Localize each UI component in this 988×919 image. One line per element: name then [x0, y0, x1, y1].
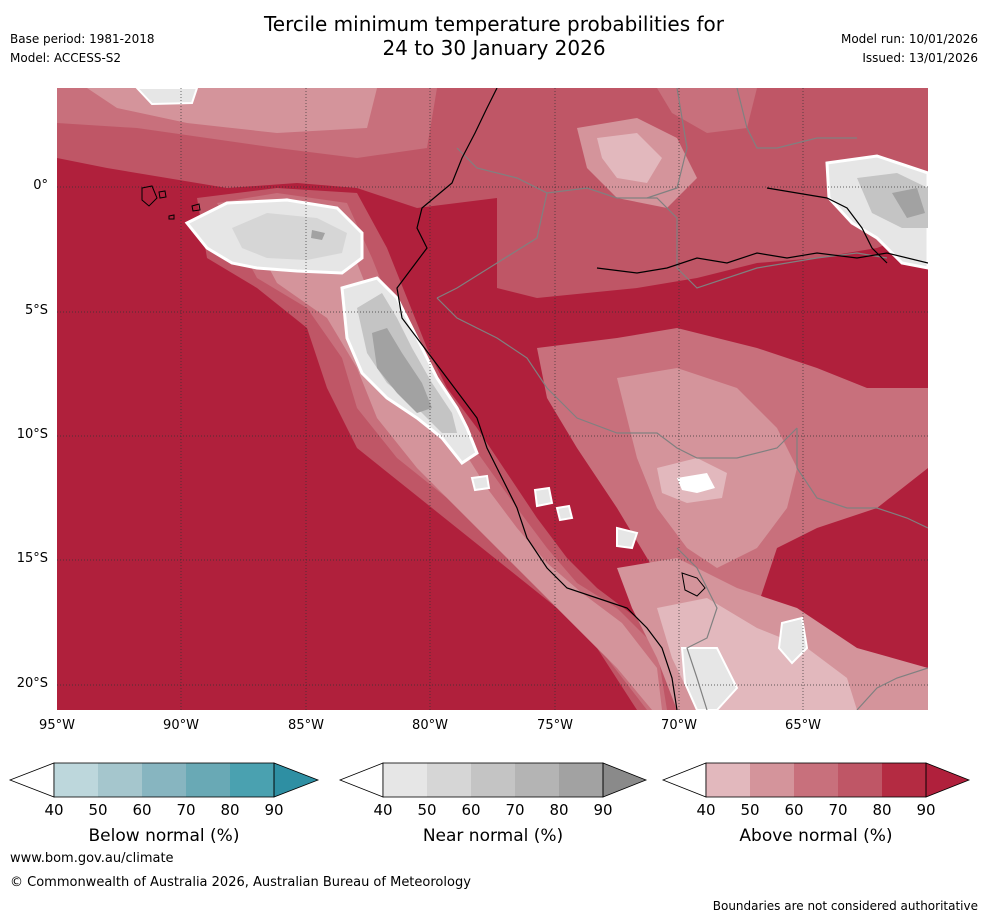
land-north-40 [597, 133, 662, 183]
above-extend-left [661, 762, 707, 798]
near-swatch-80 [559, 763, 603, 797]
above-swatch-80 [882, 763, 926, 797]
below-extend-left [8, 762, 55, 798]
below-swatch-70 [186, 763, 230, 797]
above-tick-70: 70 [828, 801, 848, 819]
below-swatch-80 [230, 763, 274, 797]
meta-left: Base period: 1981-2018 Model: ACCESS-S2 [10, 30, 155, 68]
colorbar-near [338, 762, 648, 798]
colorbars-svg [8, 762, 971, 798]
galapagos-islands [141, 185, 201, 220]
above-swatch-70 [838, 763, 882, 797]
below-tick-70: 70 [176, 801, 196, 819]
land-north-60 [657, 88, 757, 133]
lon-label-65w: 65°W [785, 718, 821, 733]
coastline [396, 87, 929, 711]
below-tick-80: 80 [220, 801, 240, 819]
above-tick-80: 80 [872, 801, 892, 819]
lat-label-15s: 15°S [16, 551, 48, 566]
lat-label-0: 0° [33, 178, 48, 193]
colorbar-above [661, 762, 971, 798]
near-normal-blob-north-50 [232, 213, 347, 260]
near-normal-title: Near normal (%) [422, 826, 564, 846]
below-extend-right [273, 762, 320, 798]
below-swatch-60 [142, 763, 186, 797]
meta-right: Model run: 10/01/2026 Issued: 13/01/2026 [841, 30, 978, 68]
near-tick-60: 60 [461, 801, 481, 819]
below-tick-90: 90 [264, 801, 284, 819]
above-extend-right [925, 762, 971, 798]
probability-map [57, 87, 930, 711]
copyright-notice: © Commonwealth of Australia 2026, Austra… [10, 875, 471, 890]
above-swatch-50 [750, 763, 794, 797]
interior-white-spot [677, 473, 715, 493]
model-name: Model: ACCESS-S2 [10, 51, 122, 65]
near-swatch-70 [515, 763, 559, 797]
near-extend-left [338, 762, 384, 798]
above-tick-50: 50 [740, 801, 760, 819]
map-svg [57, 87, 930, 711]
base-period: Base period: 1981-2018 [10, 32, 155, 46]
near-normal-speck-1 [616, 526, 639, 550]
near-normal-speck-2 [533, 486, 554, 508]
above-swatch-60 [794, 763, 838, 797]
near-normal-core-peru [372, 328, 432, 413]
lat-label-10s: 10°S [16, 427, 48, 442]
title-line-2: 24 to 30 January 2026 [382, 36, 606, 60]
near-swatch-60 [471, 763, 515, 797]
altiplano-near-normal-2 [777, 616, 809, 665]
near-normal-core-amazon [892, 188, 925, 218]
lon-label-70w: 70°W [661, 718, 697, 733]
above-tick-90: 90 [916, 801, 936, 819]
lat-label-20s: 20°S [16, 676, 48, 691]
below-tick-40: 40 [44, 801, 64, 819]
colorbar-below [8, 762, 320, 798]
lake-titicaca [681, 572, 706, 597]
boundaries-disclaimer: Boundaries are not considered authoritat… [712, 899, 978, 913]
coastal-band-50 [237, 198, 662, 710]
below-tick-60: 60 [132, 801, 152, 819]
below-normal-title: Below normal (%) [88, 826, 240, 846]
near-extend-right [602, 762, 648, 798]
near-swatch-40 [383, 763, 427, 797]
lat-label-5s: 5°S [24, 303, 48, 318]
map-title: Tercile minimum temperature probabilitie… [0, 12, 988, 60]
country-boundaries [436, 87, 929, 711]
graticule [57, 88, 928, 710]
above-swatch-40 [706, 763, 750, 797]
website-link[interactable]: www.bom.gov.au/climate [10, 851, 174, 866]
below-swatch-50 [98, 763, 142, 797]
below-swatch-40 [54, 763, 98, 797]
lon-label-90w: 90°W [163, 718, 199, 733]
lon-label-85w: 85°W [288, 718, 324, 733]
above-tick-60: 60 [784, 801, 804, 819]
below-tick-50: 50 [88, 801, 108, 819]
near-tick-40: 40 [373, 801, 393, 819]
near-normal-core-north [311, 230, 325, 240]
near-normal-speck-4 [470, 474, 491, 492]
lon-label-75w: 75°W [537, 718, 573, 733]
near-tick-70: 70 [505, 801, 525, 819]
model-run: Model run: 10/01/2026 [840, 32, 978, 46]
issued-date: Issued: 13/01/2026 [862, 51, 978, 65]
above-tick-40: 40 [696, 801, 716, 819]
lon-label-80w: 80°W [412, 718, 448, 733]
near-swatch-50 [427, 763, 471, 797]
near-tick-50: 50 [417, 801, 437, 819]
near-normal-speck-3 [555, 504, 574, 522]
lon-label-95w: 95°W [39, 718, 75, 733]
above-normal-title: Above normal (%) [739, 826, 893, 846]
near-tick-90: 90 [593, 801, 613, 819]
near-tick-80: 80 [549, 801, 569, 819]
title-line-1: Tercile minimum temperature probabilitie… [263, 12, 725, 36]
near-normal-top-patch [134, 87, 199, 106]
